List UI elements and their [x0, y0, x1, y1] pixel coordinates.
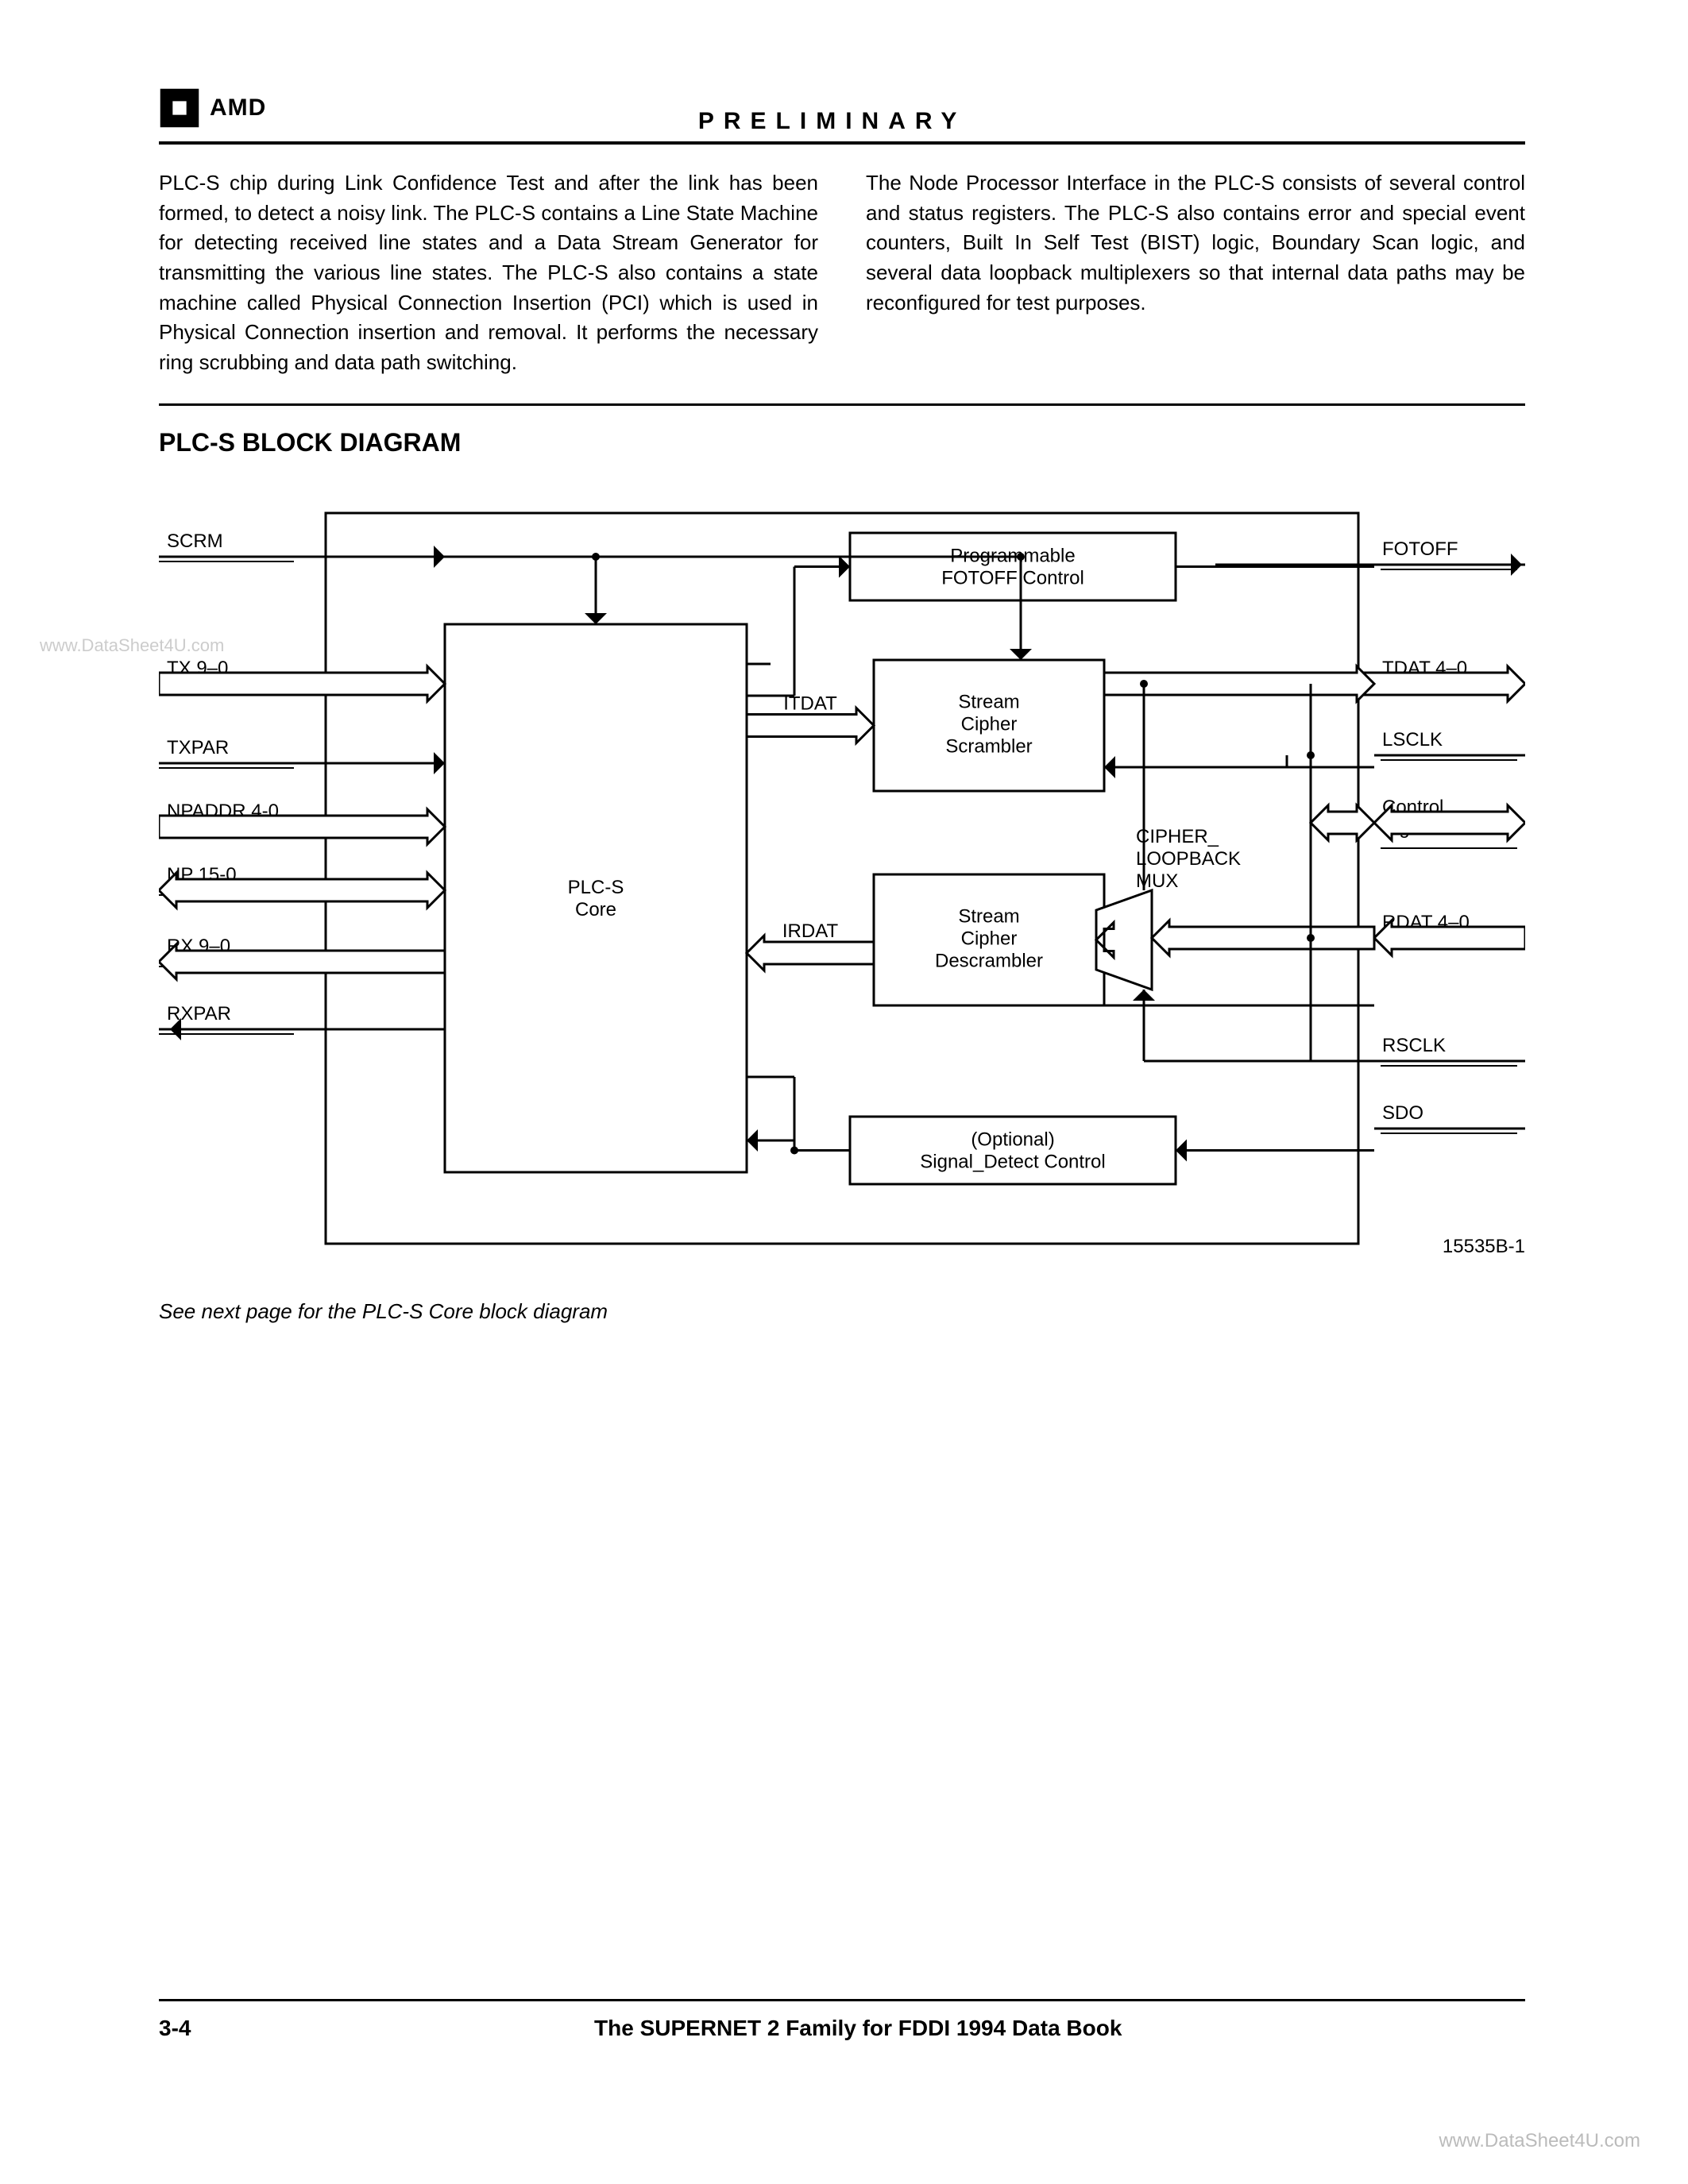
svg-text:FOTOFF: FOTOFF — [1382, 538, 1458, 560]
svg-text:Stream: Stream — [958, 691, 1019, 712]
svg-text:Signal_Detect Control: Signal_Detect Control — [920, 1151, 1105, 1172]
svg-text:MUX: MUX — [1136, 870, 1178, 892]
section-title: PLC-S BLOCK DIAGRAM — [159, 428, 1525, 457]
page: www.DataSheet4U.com AMD PRELIMINARY PLC-… — [159, 87, 1525, 2089]
company-name: AMD — [210, 95, 266, 122]
svg-text:RSCLK: RSCLK — [1382, 1035, 1446, 1056]
body-columns: PLC-S chip during Link Confidence Test a… — [159, 168, 1525, 378]
body-col-1: PLC-S chip during Link Confidence Test a… — [159, 168, 818, 378]
svg-text:TXPAR: TXPAR — [167, 737, 229, 758]
svg-text:ITDAT: ITDAT — [783, 693, 837, 714]
svg-text:SCRM: SCRM — [167, 531, 223, 552]
block-diagram: PLC-SCoreProgrammableFOTOFF ControlStrea… — [159, 489, 1525, 1268]
block-diagram-svg: PLC-SCoreProgrammableFOTOFF ControlStrea… — [159, 489, 1525, 1268]
page-footer: 3-4 The SUPERNET 2 Family for FDDI 1994 … — [159, 2016, 1525, 2041]
svg-text:Core: Core — [575, 899, 616, 920]
svg-text:FOTOFF Control: FOTOFF Control — [941, 567, 1084, 588]
page-header: AMD PRELIMINARY — [159, 87, 1525, 145]
svg-text:Stream: Stream — [958, 905, 1019, 927]
svg-text:IRDAT: IRDAT — [782, 920, 839, 942]
svg-text:Descrambler: Descrambler — [935, 950, 1043, 971]
footer-rule — [159, 1999, 1525, 2001]
svg-text:LSCLK: LSCLK — [1382, 729, 1443, 751]
body-col-2: The Node Processor Interface in the PLC-… — [866, 168, 1525, 378]
svg-text:RXPAR: RXPAR — [167, 1003, 231, 1024]
section-rule — [159, 403, 1525, 406]
svg-text:(Optional): (Optional) — [971, 1129, 1054, 1150]
svg-text:Cipher: Cipher — [961, 928, 1018, 949]
page-number: 3-4 — [159, 2016, 191, 2041]
svg-text:Scrambler: Scrambler — [945, 735, 1032, 757]
svg-text:Cipher: Cipher — [961, 713, 1018, 735]
svg-text:LOOPBACK: LOOPBACK — [1136, 848, 1241, 870]
figure-caption: See next page for the PLC-S Core block d… — [159, 1299, 1525, 1324]
footer-title: The SUPERNET 2 Family for FDDI 1994 Data… — [191, 2016, 1525, 2041]
preliminary-label: PRELIMINARY — [266, 108, 1398, 135]
svg-text:SDO: SDO — [1382, 1102, 1423, 1124]
amd-logo: AMD — [159, 87, 266, 129]
amd-logo-icon — [159, 87, 200, 129]
svg-text:CIPHER_: CIPHER_ — [1136, 826, 1219, 847]
figure-id: 15535B-1 — [1443, 1236, 1525, 1258]
watermark-bottom: www.DataSheet4U.com — [1439, 2130, 1640, 2152]
svg-text:PLC-S: PLC-S — [568, 877, 624, 898]
